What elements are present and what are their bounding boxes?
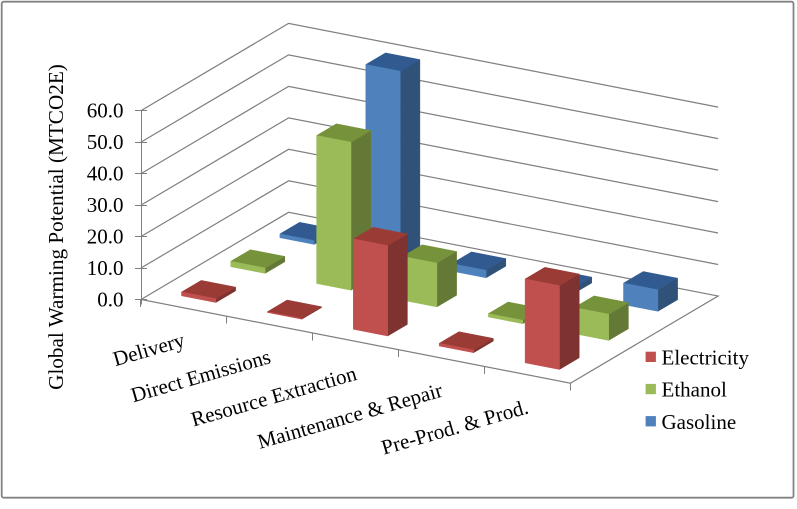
svg-text:Gasoline: Gasoline: [662, 410, 737, 434]
svg-text:10.0: 10.0: [87, 256, 124, 280]
svg-text:0.0: 0.0: [97, 287, 123, 311]
svg-text:20.0: 20.0: [87, 224, 124, 248]
svg-text:Electricity: Electricity: [662, 345, 750, 369]
svg-text:60.0: 60.0: [87, 99, 124, 123]
svg-text:Ethanol: Ethanol: [662, 378, 727, 402]
svg-text:40.0: 40.0: [87, 162, 124, 186]
svg-text:Global Warming Potential (MTCO: Global Warming Potential (MTCO2E): [44, 64, 68, 390]
svg-text:30.0: 30.0: [87, 193, 124, 217]
svg-text:50.0: 50.0: [87, 130, 124, 154]
